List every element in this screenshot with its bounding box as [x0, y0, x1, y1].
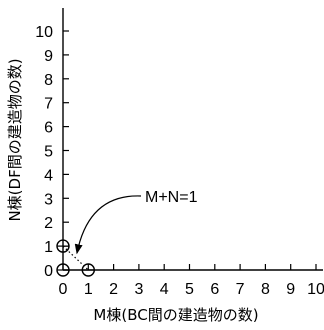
x-tick-label: 2 — [109, 281, 118, 298]
x-tick-label: 10 — [307, 281, 324, 298]
constraint-line — [62, 245, 89, 271]
x-tick-label: 5 — [185, 281, 194, 298]
x-tick-label: 6 — [210, 281, 219, 298]
y-tick-label: 3 — [44, 191, 53, 208]
annotation: M+N=1 — [74, 189, 198, 255]
x-tick-label: 7 — [236, 281, 245, 298]
y-axis-title: N棟(DF間の建造物の数) — [6, 58, 24, 221]
y-tick-label: 10 — [35, 24, 53, 41]
x-tick-label: 4 — [160, 281, 169, 298]
annotation-label: M+N=1 — [145, 189, 198, 206]
annotation-arrow — [74, 195, 142, 255]
y-tick-label: 8 — [44, 72, 53, 89]
y-tick-label: 5 — [44, 144, 53, 161]
x-tick-label: 3 — [134, 281, 143, 298]
x-tick-label: 0 — [59, 281, 68, 298]
y-tick-label: 1 — [44, 239, 53, 256]
y-tick-label: 6 — [44, 120, 53, 137]
x-tick-label: 9 — [286, 281, 295, 298]
x-tick-label: 8 — [261, 281, 270, 298]
y-tick-label: 0 — [44, 263, 53, 280]
x-tick-label: 1 — [84, 281, 93, 298]
x-axis-title: M棟(BC間の建造物の数) — [93, 306, 258, 324]
y-tick-label: 9 — [44, 48, 53, 65]
y-tick-label: 4 — [44, 167, 53, 184]
y-tick-label: 2 — [44, 215, 53, 232]
y-tick-label: 7 — [44, 96, 53, 113]
axes — [62, 8, 323, 271]
series — [56, 239, 96, 277]
